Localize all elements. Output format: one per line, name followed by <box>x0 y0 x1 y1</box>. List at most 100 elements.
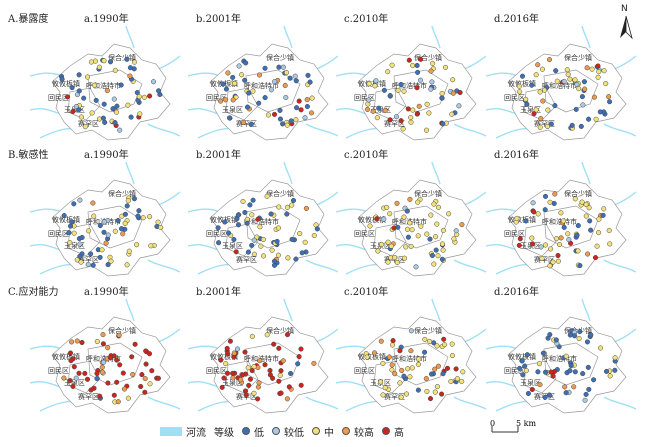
map-point <box>382 385 388 391</box>
map-point <box>120 231 126 237</box>
map-point <box>284 122 290 128</box>
map-point <box>240 119 246 126</box>
map-point <box>104 88 110 94</box>
map-point <box>297 230 303 237</box>
map-point <box>533 72 539 78</box>
map-point <box>536 361 543 367</box>
map-point <box>256 380 262 386</box>
map-point <box>155 375 161 381</box>
map-point <box>376 105 382 111</box>
map-point <box>448 378 454 385</box>
river-line <box>603 123 636 137</box>
map-point <box>71 230 77 236</box>
map-point <box>235 212 241 218</box>
map-point <box>535 211 541 217</box>
map-point <box>548 121 554 127</box>
map-point <box>553 236 560 242</box>
map-point <box>379 241 385 247</box>
map-point <box>255 384 261 390</box>
map-point <box>101 229 107 235</box>
place-name: 保合少镇 <box>414 326 442 335</box>
map-point <box>249 212 255 218</box>
map-point <box>260 236 266 242</box>
map-point <box>101 359 107 365</box>
map-point <box>364 354 370 360</box>
map-point <box>572 333 578 339</box>
map-point <box>374 115 380 121</box>
map-point <box>539 66 546 72</box>
map-point <box>573 106 579 112</box>
map-point <box>125 395 131 401</box>
map-point <box>553 68 559 74</box>
map-point <box>302 115 308 121</box>
map-point <box>232 80 238 86</box>
subdistrict-boundary <box>373 87 407 121</box>
place-name: 回民区 <box>504 230 525 238</box>
map-point <box>284 204 290 210</box>
map-point <box>142 376 148 382</box>
row-label-2: C.应对能力 <box>8 287 59 298</box>
map-point <box>67 378 73 384</box>
map-point <box>130 371 136 378</box>
river-line <box>147 259 180 273</box>
map-point <box>296 98 302 104</box>
map-point <box>422 336 428 342</box>
map-point <box>251 251 257 257</box>
map-point <box>567 76 573 82</box>
river-line <box>581 299 591 322</box>
map-point <box>441 336 447 342</box>
map-point <box>428 212 434 218</box>
map-point <box>120 370 126 376</box>
map-point <box>401 88 407 94</box>
map-point <box>551 200 557 207</box>
north-arrow: N <box>616 4 636 40</box>
legend-river: 河流 <box>160 424 206 439</box>
map-point <box>149 368 155 374</box>
place-name: 玉泉区 <box>64 378 85 387</box>
map-point <box>234 346 241 352</box>
map-svg: 保合少镇攸攸板镇呼和浩特市回民区玉泉区赛罕区 <box>486 26 636 141</box>
map-point <box>276 378 282 384</box>
panel-label-r0-c1: b.2001年 <box>196 14 242 25</box>
map-point <box>61 213 67 219</box>
map-point <box>582 86 588 92</box>
river-line <box>283 162 293 185</box>
map-point <box>550 259 556 265</box>
map-point <box>371 350 378 356</box>
map-point <box>226 115 233 121</box>
place-name: 呼和浩特市 <box>244 354 279 363</box>
map-point <box>100 115 106 121</box>
map-point <box>277 116 283 122</box>
map-point <box>238 377 244 383</box>
map-point <box>372 83 378 89</box>
map-point <box>124 203 130 209</box>
map-point <box>77 253 83 259</box>
map-point <box>143 348 149 354</box>
map-point <box>516 242 522 248</box>
map-point <box>143 361 149 367</box>
map-point <box>294 105 300 111</box>
map-point <box>399 367 405 373</box>
map-point <box>567 368 573 374</box>
map-point <box>439 256 445 262</box>
place-name: 玉泉区 <box>520 105 541 114</box>
subdistrict-boundary <box>543 205 599 249</box>
place-name: 赛罕区 <box>534 119 555 128</box>
map-point <box>385 69 391 75</box>
map-point <box>428 86 434 92</box>
map-point <box>89 110 95 116</box>
map-point <box>124 56 130 62</box>
map-point <box>69 85 75 91</box>
subdistrict-boundary <box>225 223 259 257</box>
map-point <box>308 110 315 116</box>
map-point <box>607 373 613 379</box>
map-point <box>418 56 424 62</box>
map-point <box>275 252 281 258</box>
map-point <box>546 392 552 398</box>
map-point <box>576 335 582 342</box>
subdistrict-boundary <box>87 205 143 249</box>
map-point <box>580 371 586 377</box>
map-point <box>548 369 554 375</box>
map-point <box>242 349 248 355</box>
